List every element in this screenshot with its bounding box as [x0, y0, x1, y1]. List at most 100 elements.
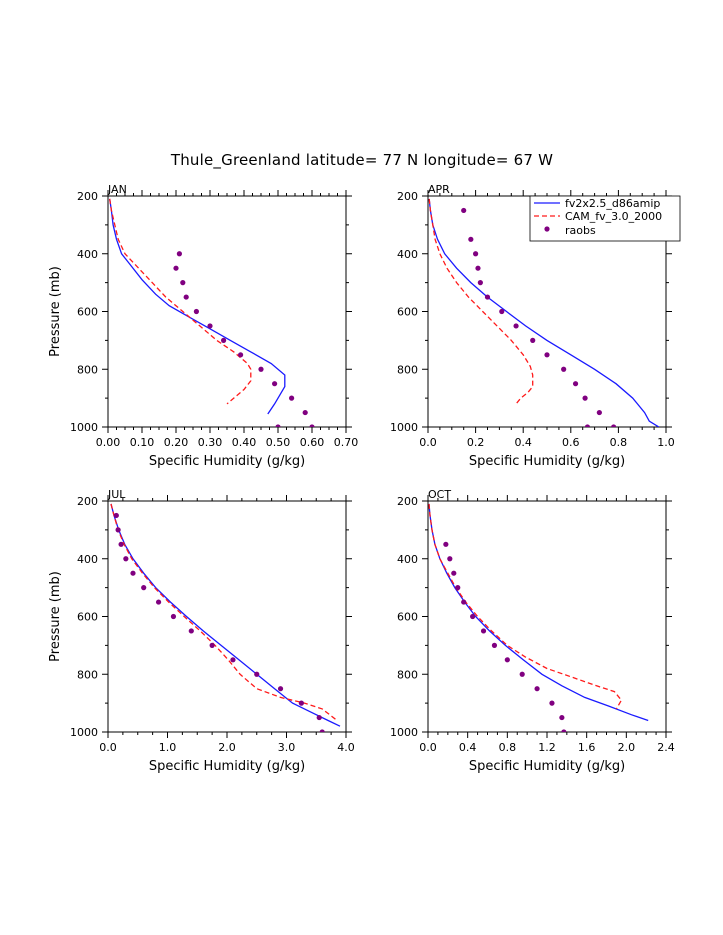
y-tick-label: 1000 — [70, 421, 98, 434]
cam-line — [110, 503, 338, 722]
raobs-point — [170, 613, 177, 620]
x-tick-label: 1.0 — [657, 436, 675, 449]
raobs-point — [207, 323, 213, 329]
raobs-point — [480, 628, 487, 634]
y-tick-label: 200 — [397, 495, 418, 508]
raobs-point — [302, 409, 308, 416]
x-axis-label: Specific Humidity (g/kg) — [469, 454, 625, 469]
raobs-point — [534, 686, 540, 692]
raobs-point — [180, 280, 186, 286]
y-tick-label: 1000 — [70, 726, 98, 739]
y-tick-label: 200 — [77, 190, 98, 203]
y-tick-label: 400 — [77, 553, 98, 566]
raobs-point — [611, 424, 617, 427]
x-tick-label: 0.40 — [232, 436, 257, 449]
raobs-point — [504, 657, 510, 663]
raobs-point — [582, 395, 588, 401]
fv-line — [110, 503, 341, 727]
y-axis-label: Pressure (mb) — [48, 266, 63, 357]
cam-line — [428, 198, 534, 405]
legend-raobs-swatch — [544, 226, 550, 232]
panels: JAN 0.00 0.10 0.20 0.30 0.40 0.50 0.60 0.70 200 40… — [48, 183, 681, 774]
raobs-point — [123, 556, 129, 562]
raobs-point — [584, 424, 591, 427]
raobs-point — [319, 729, 325, 732]
raobs-point — [238, 352, 244, 358]
raobs-point — [549, 700, 555, 706]
plot-frame — [107, 195, 347, 428]
x-tick-label: 2.0 — [618, 741, 636, 754]
y-tick-label: 1000 — [390, 421, 418, 434]
raobs-point — [530, 337, 536, 343]
raobs-point — [193, 308, 199, 315]
x-tick-label: 0.70 — [334, 436, 359, 449]
x-tick-label: 0.30 — [198, 436, 223, 449]
x-tick-label: 0.0 — [419, 741, 437, 754]
y-tick-label: 600 — [77, 306, 98, 319]
x-tick-label: 0.20 — [164, 436, 189, 449]
raobs-point — [113, 512, 119, 519]
raobs-point — [316, 714, 322, 721]
legend-entry-label: CAM_fv_3.0_2000 — [565, 210, 662, 223]
x-tick-label: 4.0 — [337, 741, 355, 754]
raobs-point — [447, 556, 453, 562]
x-axis-label: Specific Humidity (g/kg) — [469, 759, 625, 774]
series-group — [110, 503, 341, 732]
y-tick-label: 800 — [77, 363, 98, 376]
figure-title: Thule_Greenland latitude= 77 N longitude… — [170, 151, 553, 170]
x-tick-label: 0.8 — [499, 741, 517, 754]
y-tick-label: 200 — [77, 495, 98, 508]
x-tick-label: 0.60 — [300, 436, 325, 449]
cam-line — [428, 503, 623, 710]
y-tick-label: 600 — [397, 306, 418, 319]
raobs-point — [561, 729, 567, 732]
raobs-point — [596, 409, 602, 416]
fv-line — [428, 198, 660, 427]
raobs-point — [475, 265, 481, 271]
fv-line — [428, 503, 649, 722]
x-tick-label: 0.50 — [266, 436, 291, 449]
y-tick-label: 800 — [77, 668, 98, 681]
y-tick-label: 200 — [397, 190, 418, 203]
raobs-point — [130, 570, 136, 576]
raobs-point — [155, 599, 162, 605]
raobs-point — [141, 585, 147, 591]
panel-apr: APR 0.0 0.2 0.4 0.6 0.8 1.0 200 400 600 800 1000 Spe… — [390, 183, 681, 469]
y-tick-label: 400 — [397, 553, 418, 566]
raobs-point — [118, 541, 124, 547]
x-tick-label: 1.6 — [578, 741, 596, 754]
raobs-point — [115, 527, 121, 533]
x-tick-label: 0.4 — [514, 436, 532, 449]
raobs-point — [484, 294, 491, 300]
x-tick-label: 2.4 — [657, 741, 675, 754]
panel-jan: JAN 0.00 0.10 0.20 0.30 0.40 0.50 0.60 0.70 200 40… — [48, 183, 358, 469]
x-tick-label: 0.6 — [562, 436, 580, 449]
x-tick-label: 0.8 — [610, 436, 628, 449]
x-axis-label: Specific Humidity (g/kg) — [149, 454, 305, 469]
cam-line — [109, 198, 252, 405]
raobs-point — [544, 352, 550, 358]
raobs-point — [473, 251, 479, 257]
raobs-point — [258, 366, 264, 372]
y-axis-label: Pressure (mb) — [48, 571, 63, 662]
raobs-point — [254, 671, 260, 677]
x-tick-label: 0.0 — [99, 741, 117, 754]
panel-jul: JUL 0.0 1.0 2.0 3.0 4.0 200 400 600 800 1000 Specif… — [48, 488, 355, 774]
panel-oct: OCT 0.0 0.4 0.8 1.2 1.6 2.0 2.4 200 400 600 800 1000… — [390, 488, 675, 774]
raobs-point — [277, 686, 284, 692]
raobs-point — [209, 642, 215, 648]
raobs-point — [443, 541, 449, 547]
legend-entry-label: fv2x2.5_d86amip — [565, 197, 660, 210]
x-tick-label: 0.10 — [130, 436, 155, 449]
raobs-point — [183, 294, 189, 300]
x-axis-label: Specific Humidity (g/kg) — [149, 759, 305, 774]
y-tick-label: 400 — [77, 248, 98, 261]
series-group — [428, 503, 649, 732]
raobs-point — [513, 323, 519, 329]
x-tick-label: 1.0 — [159, 741, 177, 754]
raobs-point — [272, 381, 278, 387]
raobs-point — [309, 424, 315, 427]
raobs-point — [468, 236, 474, 242]
